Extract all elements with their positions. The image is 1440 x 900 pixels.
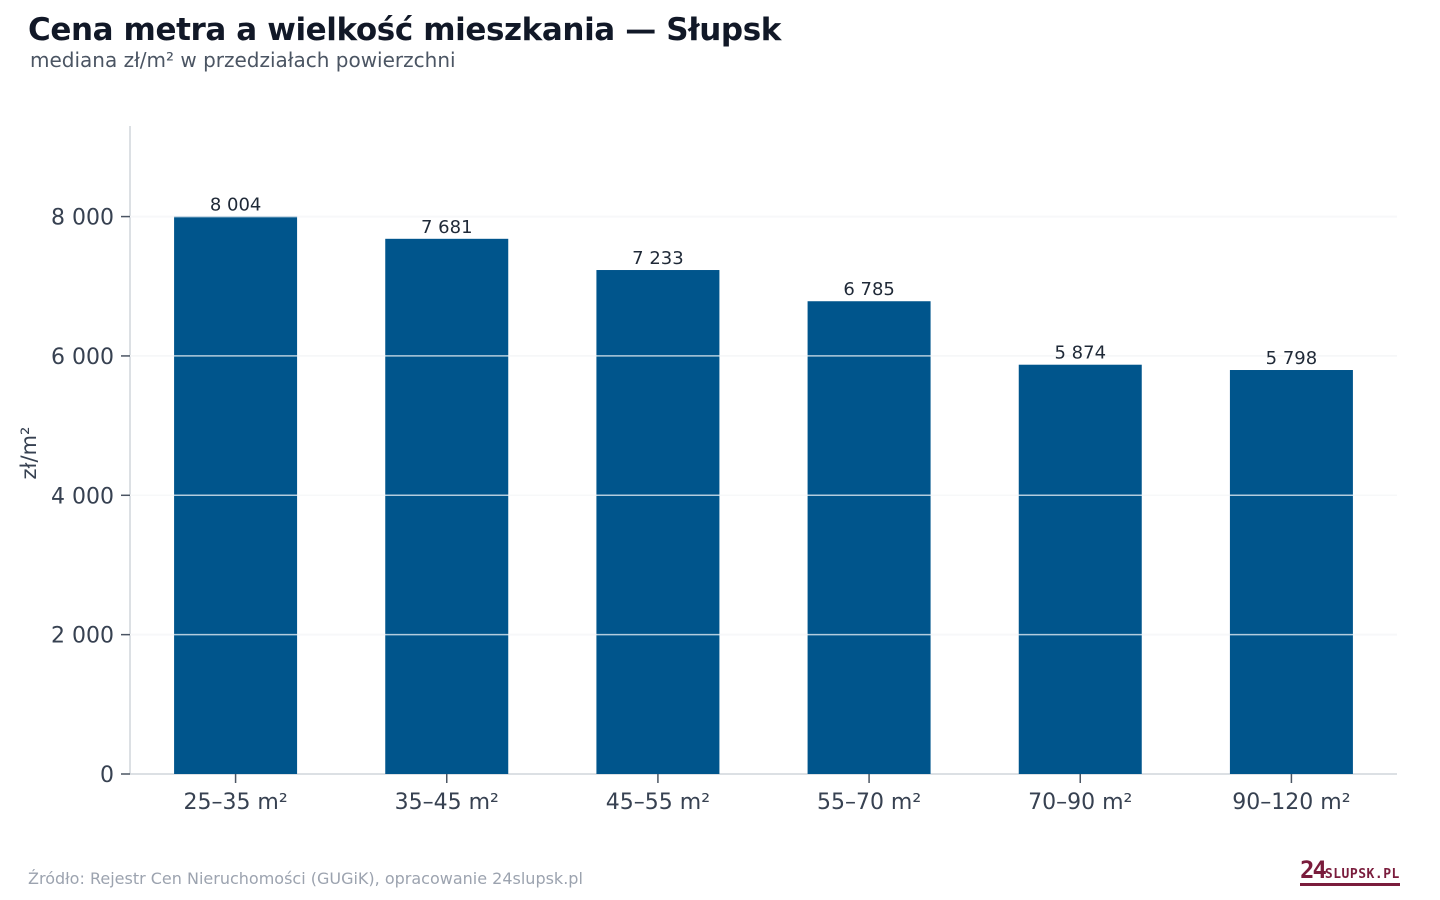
x-tick-label: 70–90 m² (1028, 790, 1132, 815)
bar (807, 301, 931, 774)
logo-number: 24 (1300, 856, 1327, 884)
y-tick-label: 4 000 (51, 484, 114, 509)
x-tick-label: 45–55 m² (606, 790, 710, 815)
x-tick-label: 35–45 m² (395, 790, 499, 815)
x-tick-label: 90–120 m² (1232, 790, 1350, 815)
y-tick-label: 8 000 (51, 206, 114, 231)
x-tick-label: 25–35 m² (183, 790, 287, 815)
chart-subtitle: mediana zł/m² w przedziałach powierzchni (30, 48, 456, 72)
y-tick-label: 6 000 (51, 345, 114, 370)
bar (596, 270, 720, 774)
bar (1229, 370, 1353, 774)
source-note: Źródło: Rejestr Cen Nieruchomości (GUGiK… (28, 869, 583, 888)
bar (1018, 364, 1142, 774)
bar-value-label: 8 004 (210, 194, 262, 215)
y-tick-label: 0 (100, 763, 114, 788)
publisher-logo[interactable]: 24SLUPSK.PL (1300, 858, 1400, 886)
bar-value-label: 5 874 (1054, 343, 1106, 364)
bar-value-label: 5 798 (1266, 348, 1318, 369)
x-tick-label: 55–70 m² (817, 790, 921, 815)
chart-title: Cena metra a wielkość mieszkania — Słups… (28, 12, 781, 48)
y-axis-title: zł/m² (17, 427, 41, 480)
bar-value-label: 7 681 (421, 217, 473, 238)
bar-value-label: 7 233 (632, 248, 684, 269)
y-tick-label: 2 000 (51, 624, 114, 649)
logo-text: SLUPSK.PL (1324, 867, 1400, 882)
bar (385, 238, 509, 774)
bar-value-label: 6 785 (843, 279, 895, 300)
